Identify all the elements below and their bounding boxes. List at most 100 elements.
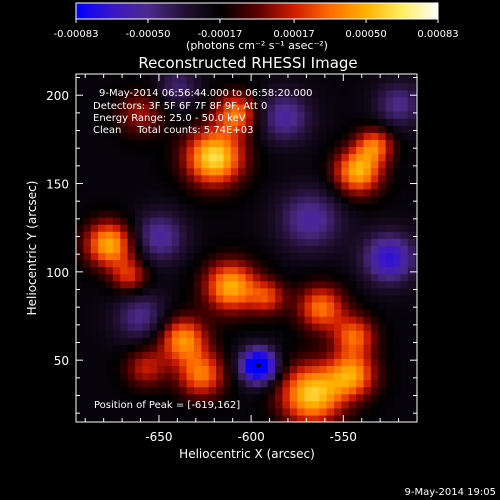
heatmap-cell [334, 316, 343, 324]
heatmap-cell [186, 238, 195, 246]
heatmap-cell [208, 188, 217, 197]
heatmap-cell [238, 308, 247, 317]
heatmap-cell [341, 344, 350, 352]
heatmap-cell [260, 351, 269, 360]
heatmap-cell [142, 386, 151, 395]
heatmap-cell [356, 96, 365, 105]
heatmap-cell [378, 82, 387, 91]
colorbar-tick-label: 0.00050 [345, 29, 386, 40]
heatmap-cell [326, 75, 335, 84]
heatmap-cell [90, 167, 99, 176]
heatmap-cell [157, 231, 166, 239]
heatmap-cell [289, 259, 298, 268]
heatmap-cell [385, 96, 394, 105]
heatmap-cell [230, 238, 239, 246]
heatmap-cell [120, 323, 129, 331]
heatmap-cell [171, 266, 180, 275]
heatmap-cell [304, 224, 313, 232]
heatmap-cell [157, 400, 166, 409]
heatmap-cell [341, 280, 350, 289]
heatmap-cell [245, 287, 254, 296]
heatmap-cell [385, 167, 394, 176]
heatmap-cell [289, 118, 298, 126]
heatmap-cell [267, 89, 276, 98]
heatmap-cell [334, 146, 343, 155]
heatmap-cell [370, 174, 379, 183]
heatmap-cell [216, 273, 225, 282]
heatmap-cell [142, 344, 151, 352]
heatmap-cell [98, 132, 107, 140]
heatmap-cell [83, 308, 92, 317]
heatmap-cell [415, 238, 417, 246]
heatmap-cell [341, 125, 350, 133]
heatmap-cell [76, 344, 84, 352]
heatmap-cell [83, 231, 92, 239]
heatmap-cell [370, 344, 379, 352]
heatmap-cell [223, 330, 232, 338]
heatmap-cell [186, 400, 195, 409]
heatmap-cell [127, 365, 136, 374]
heatmap-cell [393, 188, 402, 197]
heatmap-cell [282, 308, 291, 317]
heatmap-cell [370, 337, 379, 345]
heatmap-cell [105, 75, 114, 84]
heatmap-cell [216, 245, 225, 254]
heatmap-cell [134, 351, 143, 360]
peak-marker [256, 363, 261, 368]
heatmap-cell [304, 89, 313, 98]
heatmap-cell [326, 174, 335, 183]
heatmap-cell [142, 280, 151, 289]
heatmap-cell [297, 104, 306, 112]
heatmap-cell [400, 252, 409, 261]
heatmap-cell [311, 351, 320, 360]
heatmap-cell [127, 231, 136, 239]
heatmap-cell [223, 287, 232, 296]
heatmap-cell [275, 358, 284, 367]
heatmap-cell [223, 224, 232, 232]
heatmap-cell [230, 160, 239, 169]
heatmap-cell [164, 273, 173, 282]
heatmap-cell [252, 188, 261, 197]
heatmap-cell [157, 210, 166, 218]
heatmap-cell [311, 386, 320, 395]
heatmap-cell [356, 323, 365, 331]
heatmap-cell [208, 365, 217, 374]
heatmap-cell [112, 414, 121, 422]
heatmap-cell [149, 323, 158, 331]
heatmap-cell [252, 365, 261, 374]
heatmap-cell [260, 330, 269, 338]
heatmap-cell [407, 266, 416, 275]
heatmap-cell [341, 407, 350, 416]
heatmap-cell [363, 160, 372, 169]
heatmap-cell [134, 407, 143, 416]
heatmap-cell [223, 414, 232, 422]
heatmap-cell [407, 224, 416, 232]
heatmap-cell [334, 308, 343, 317]
heatmap-cell [112, 316, 121, 324]
heatmap-cell [164, 301, 173, 310]
heatmap-cell [393, 273, 402, 282]
heatmap-cell [149, 139, 158, 148]
heatmap-cell [164, 238, 173, 246]
heatmap-cell [120, 146, 129, 155]
heatmap-cell [157, 280, 166, 289]
heatmap-cell [348, 280, 357, 289]
heatmap-cell [83, 82, 92, 91]
heatmap-cell [363, 153, 372, 162]
heatmap-cell [120, 273, 129, 282]
heatmap-cell [238, 393, 247, 402]
heatmap-cell [223, 280, 232, 289]
heatmap-cell [105, 125, 114, 133]
heatmap-cell [385, 217, 394, 225]
heatmap-cell [171, 224, 180, 232]
heatmap-cell [334, 351, 343, 360]
heatmap-cell [201, 75, 210, 84]
heatmap-cell [275, 231, 284, 239]
heatmap-cell [385, 74, 394, 77]
heatmap-cell [297, 231, 306, 239]
heatmap-cell [334, 245, 343, 254]
heatmap-cell [157, 308, 166, 317]
heatmap-cell [193, 238, 202, 246]
heatmap-cell [127, 238, 136, 246]
heatmap-cell [76, 82, 84, 91]
